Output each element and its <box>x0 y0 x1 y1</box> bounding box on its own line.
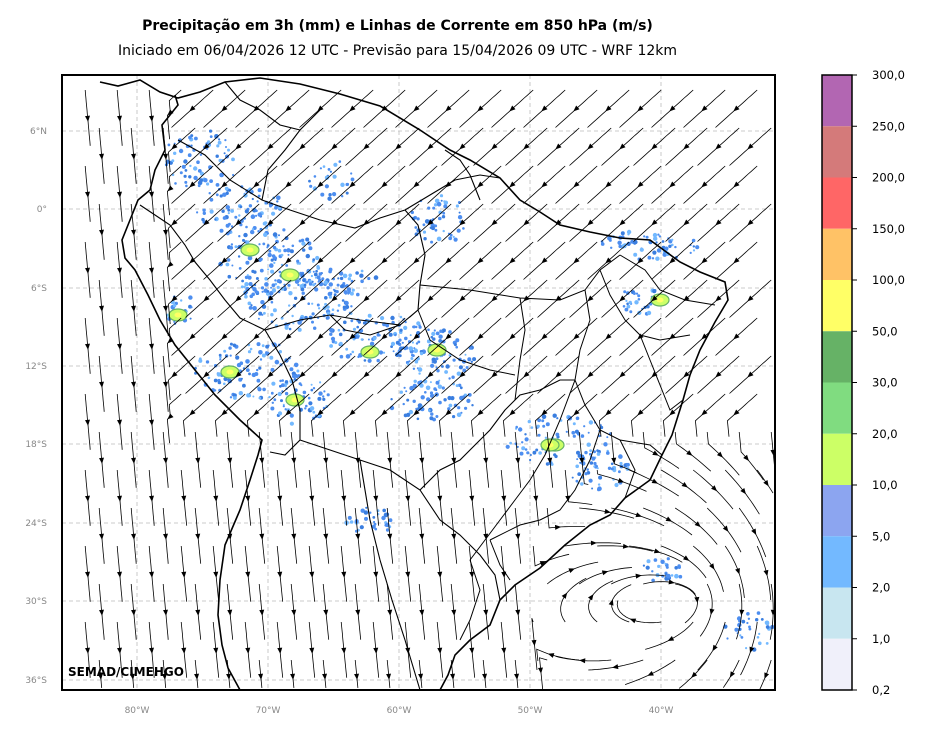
colorbar-swatch <box>822 75 852 127</box>
colorbar-swatch <box>822 587 852 639</box>
colorbar-label: 5,0 <box>872 529 890 543</box>
colorbar-label: 250,0 <box>872 119 905 133</box>
map-title: Precipitação em 3h (mm) e Linhas de Corr… <box>142 18 653 34</box>
lat-label: 6°N <box>30 127 47 137</box>
colorbar-label: 150,0 <box>872 222 905 236</box>
lon-label: 50°W <box>518 706 543 716</box>
colorbar-swatch <box>822 126 852 178</box>
country-borders <box>139 81 575 690</box>
colorbar-label: 200,0 <box>872 171 905 185</box>
lat-label: 12°S <box>25 362 47 372</box>
graticule <box>62 75 775 690</box>
south-america-coastline <box>99 77 729 690</box>
longitude-labels: 80°W 70°W 60°W 50°W 40°W <box>125 706 674 716</box>
map-frame <box>61 74 776 691</box>
colorbar-swatch <box>822 536 852 588</box>
colorbar-swatch <box>822 382 852 434</box>
lon-label: 40°W <box>649 706 674 716</box>
lat-label: 30°S <box>25 597 47 607</box>
latitude-labels: 6°N 0° 6°S 12°S 18°S 24°S 30°S 36°S <box>25 127 47 686</box>
colorbar-label: 2,0 <box>872 581 890 595</box>
colorbar-swatch <box>822 485 852 537</box>
lat-label: 36°S <box>25 676 47 686</box>
colorbar-swatch <box>822 177 852 229</box>
colorbar-swatch <box>822 638 852 690</box>
state-borders <box>329 254 716 641</box>
lon-label: 70°W <box>256 706 281 716</box>
lon-label: 60°W <box>387 706 412 716</box>
streamline-arrows <box>85 105 775 680</box>
lat-label: 24°S <box>25 519 47 529</box>
colorbar-label: 0,2 <box>872 683 890 697</box>
credit-label: SEMAD/CIMEHGO <box>68 665 184 679</box>
colorbar-swatch <box>822 228 852 280</box>
colorbar-label: 30,0 <box>872 376 898 390</box>
precipitation-colorbar: 300,0 250,0 200,0 150,0 100,0 50,0 30,0 20,0 10,… <box>821 68 905 697</box>
map-subtitle: Iniciado em 06/04/2026 12 UTC - Previsão… <box>117 43 678 59</box>
lon-label: 80°W <box>125 706 150 716</box>
colorbar-label: 10,0 <box>872 478 898 492</box>
map-panel <box>61 74 776 691</box>
lat-label: 18°S <box>25 440 47 450</box>
lat-label: 6°S <box>31 284 47 294</box>
colorbar-label: 100,0 <box>872 273 905 287</box>
colorbar-label: 50,0 <box>872 324 898 338</box>
lat-label: 0° <box>37 205 47 215</box>
colorbar-label: 1,0 <box>872 632 890 646</box>
colorbar-label: 20,0 <box>872 427 898 441</box>
colorbar-label: 300,0 <box>872 68 905 82</box>
colorbar-swatch <box>822 280 852 332</box>
colorbar-swatch <box>822 331 852 383</box>
colorbar-swatch <box>822 433 852 485</box>
